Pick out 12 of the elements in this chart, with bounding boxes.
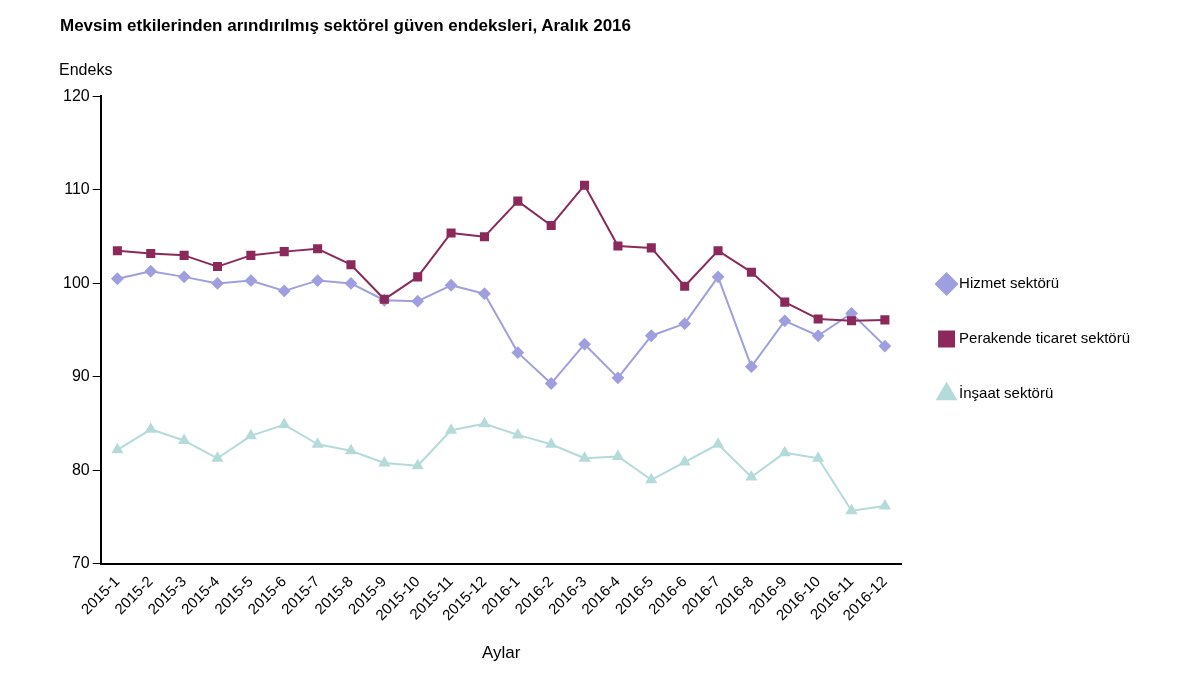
legend-label: İnşaat sektörü [959,384,1054,402]
y-tick-label: 100 [62,273,90,291]
y-tick-label: 80 [71,460,90,478]
y-tick-label: 70 [71,554,90,572]
y-tick-label: 120 [62,86,90,104]
x-axis-title: Aylar [481,643,521,663]
y-tick-label: 90 [71,367,90,385]
y-tick-label: 110 [64,180,90,198]
legend-label: Hizmet sektörü [959,274,1060,292]
legend-label: Perakende ticaret sektörü [959,329,1131,347]
y-axis-title: Endeks [59,60,113,78]
chart-title: Mevsim etkilerinden arındırılmış sektörel güven endeksleri, Aralık 2016 [60,15,632,35]
